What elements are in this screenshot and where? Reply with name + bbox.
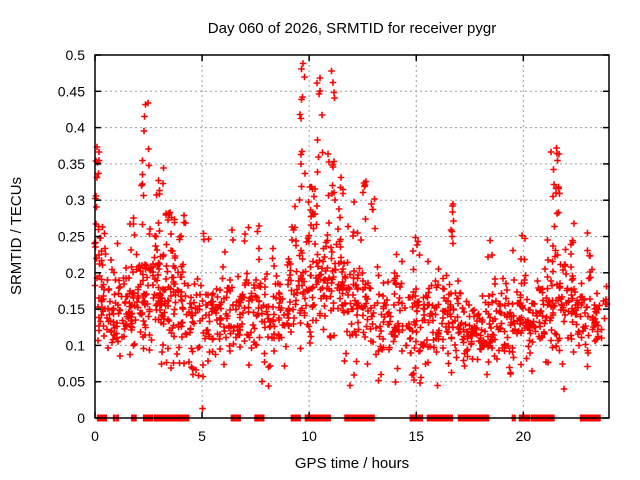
x-tick-label: 0	[91, 428, 99, 444]
plot-border-and-ticks	[94, 54, 610, 419]
x-tick-label: 5	[198, 428, 206, 444]
x-tick-label: 10	[301, 428, 317, 444]
y-tick-label: 0.25	[58, 229, 85, 245]
y-tick-label: 0	[77, 410, 85, 426]
tick-labels: 0 5 10 15 20 0 0.05 0.1 0.15 0.2 0.25 0.3 0.35 0.4 0.4…	[58, 47, 532, 444]
y-tick-label: 0.35	[58, 156, 85, 172]
y-tick-label: 0.4	[66, 120, 86, 136]
y-tick-label: 0.2	[66, 265, 86, 281]
x-axis-label: GPS time / hours	[295, 455, 409, 472]
y-axis-label: SRMTID / TECUs	[8, 177, 25, 295]
x-tick-label: 20	[516, 428, 532, 444]
y-tick-label: 0.5	[66, 47, 86, 63]
y-tick-label: 0.1	[66, 337, 86, 353]
y-tick-label: 0.45	[58, 83, 85, 99]
data-points	[91, 60, 611, 412]
y-tick-label: 0.05	[58, 374, 85, 390]
y-tick-label: 0.15	[58, 301, 85, 317]
chart-title: Day 060 of 2026, SRMTID for receiver pyg…	[208, 20, 496, 37]
x-tick-label: 15	[408, 428, 424, 444]
y-tick-label: 0.3	[66, 192, 86, 208]
